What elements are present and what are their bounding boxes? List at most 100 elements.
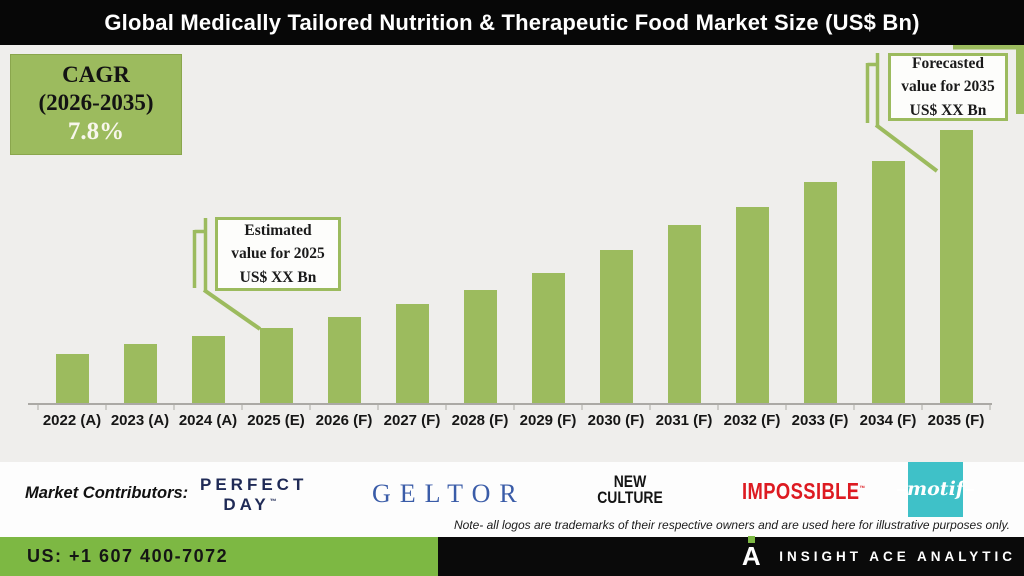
bar-cell bbox=[718, 45, 786, 403]
bar-2033 bbox=[803, 182, 837, 403]
x-axis-label: 2027 (F) bbox=[383, 412, 441, 429]
estimated-line3: US$ XX Bn bbox=[239, 268, 317, 286]
x-axis-label: 2033 (F) bbox=[791, 412, 849, 429]
x-ticks bbox=[37, 404, 991, 411]
impossible-logo: IMPOSSIBLE™ bbox=[742, 478, 866, 504]
bar-2031 bbox=[667, 225, 701, 403]
axis-tick bbox=[513, 404, 515, 410]
motif-rule-right bbox=[964, 488, 974, 491]
contributors-strip: Market Contributors: PERFECT DAY™ GELTOR… bbox=[0, 462, 1024, 537]
axis-tick bbox=[309, 404, 311, 410]
corner-accent-v bbox=[1016, 45, 1024, 114]
bar-2025 bbox=[259, 328, 293, 403]
footer-brand-block: A INSIGHT ACE ANALYTIC bbox=[738, 536, 1016, 576]
bar-2035 bbox=[939, 130, 973, 403]
x-axis-line bbox=[28, 403, 992, 405]
bar-2027 bbox=[395, 304, 429, 403]
x-axis-label: 2028 (F) bbox=[451, 412, 509, 429]
axis-tick bbox=[921, 404, 923, 410]
forecasted-line2: value for 2035 bbox=[901, 78, 995, 96]
cagr-period: (2026-2035) bbox=[38, 90, 154, 116]
bar-cell bbox=[310, 45, 378, 403]
title-bar: Global Medically Tailored Nutrition & Th… bbox=[0, 0, 1024, 45]
bar-cell bbox=[786, 45, 854, 403]
new-culture-line2: CULTURE bbox=[597, 488, 663, 508]
x-labels-row: 2022 (A) 2023 (A) 2024 (A) 2025 (E) 2026 (F)… bbox=[38, 412, 990, 429]
forecasted-line1: Forecasted bbox=[911, 55, 985, 73]
bar-2026 bbox=[327, 317, 361, 403]
bar-2034 bbox=[871, 161, 905, 403]
x-axis-label: 2035 (F) bbox=[927, 412, 985, 429]
axis-tick bbox=[581, 404, 583, 410]
logo-green-dot bbox=[748, 536, 756, 543]
x-axis-label: 2025 (E) bbox=[247, 412, 305, 429]
x-axis-label: 2031 (F) bbox=[655, 412, 713, 429]
axis-tick bbox=[989, 404, 991, 410]
bar-cell bbox=[582, 45, 650, 403]
x-axis-label: 2029 (F) bbox=[519, 412, 577, 429]
axis-tick bbox=[649, 404, 651, 410]
bar-cell bbox=[446, 45, 514, 403]
axis-tick bbox=[173, 404, 175, 410]
x-axis-label: 2022 (A) bbox=[42, 412, 102, 429]
x-axis-label: 2023 (A) bbox=[110, 412, 170, 429]
forecasted-line3: US$ XX Bn bbox=[909, 101, 987, 119]
brand-name: INSIGHT ACE ANALYTIC bbox=[779, 549, 1016, 564]
trademark-note: Note- all logos are trademarks of their … bbox=[453, 518, 1010, 532]
estimated-callout: Estimated value for 2025 US$ XX Bn bbox=[215, 217, 341, 291]
bar-2032 bbox=[735, 207, 769, 403]
new-culture-logo: NEW CULTURE bbox=[587, 472, 672, 508]
bar-2030 bbox=[599, 250, 633, 403]
motif-logo: motif bbox=[897, 462, 974, 517]
perfect-day-line1: PERFECT bbox=[200, 475, 308, 494]
x-axis-label: 2030 (F) bbox=[587, 412, 645, 429]
bar-2028 bbox=[463, 290, 497, 403]
geltor-logo: GELTOR bbox=[372, 479, 526, 508]
axis-tick bbox=[241, 404, 243, 410]
bars-row bbox=[38, 45, 990, 403]
x-axis-label: 2034 (F) bbox=[859, 412, 917, 429]
estimated-line2: value for 2025 bbox=[231, 245, 325, 263]
bar-cell bbox=[514, 45, 582, 403]
axis-tick bbox=[377, 404, 379, 410]
axis-tick bbox=[105, 404, 107, 410]
bar-cell bbox=[922, 45, 990, 403]
cagr-box: CAGR (2026-2035) 7.8% bbox=[10, 54, 182, 155]
page-title: Global Medically Tailored Nutrition & Th… bbox=[104, 9, 920, 35]
contributors-label: Market Contributors: bbox=[25, 484, 189, 502]
footer-phone-block: US: +1 607 400-7072 bbox=[0, 537, 438, 576]
bar-cell bbox=[378, 45, 446, 403]
forecasted-callout: Forecasted value for 2035 US$ XX Bn bbox=[888, 53, 1008, 121]
bar-2023 bbox=[123, 344, 157, 403]
phone-number: US: +1 607 400-7072 bbox=[27, 546, 229, 566]
estimated-line1: Estimated bbox=[244, 222, 312, 240]
bar-cell bbox=[174, 45, 242, 403]
chart-area: 2022 (A) 2023 (A) 2024 (A) 2025 (E) 2026 (F)… bbox=[0, 45, 1024, 462]
bar-cell bbox=[242, 45, 310, 403]
axis-tick bbox=[717, 404, 719, 410]
bar-cell bbox=[38, 45, 106, 403]
perfect-day-line2: DAY™ bbox=[223, 494, 277, 514]
perfect-day-logo: PERFECT DAY™ bbox=[200, 475, 308, 514]
footer-bar: US: +1 607 400-7072 A INSIGHT ACE ANALYT… bbox=[0, 536, 1024, 576]
axis-tick bbox=[853, 404, 855, 410]
x-axis-label: 2024 (A) bbox=[178, 412, 238, 429]
motif-wordmark: motif bbox=[907, 478, 964, 500]
bar-2029 bbox=[531, 273, 565, 403]
bar-cell bbox=[106, 45, 174, 403]
insight-ace-logo-icon: A bbox=[738, 536, 764, 570]
axis-tick bbox=[785, 404, 787, 410]
axis-tick bbox=[37, 404, 39, 410]
motif-rule-left bbox=[897, 488, 907, 491]
bar-2022 bbox=[55, 354, 89, 403]
cagr-value: 7.8% bbox=[67, 118, 125, 146]
bar-2024 bbox=[191, 336, 225, 403]
x-axis-label: 2026 (F) bbox=[315, 412, 373, 429]
bar-cell bbox=[650, 45, 718, 403]
bar-cell bbox=[854, 45, 922, 403]
x-axis-label: 2032 (F) bbox=[723, 412, 781, 429]
cagr-label: CAGR bbox=[62, 62, 130, 88]
new-culture-line1: NEW bbox=[613, 472, 647, 491]
axis-tick bbox=[445, 404, 447, 410]
